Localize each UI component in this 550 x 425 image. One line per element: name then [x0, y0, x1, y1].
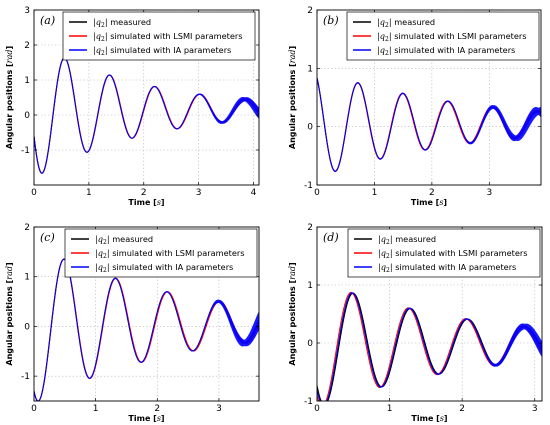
y-tick-label: 2	[24, 41, 30, 51]
x-tick-label: 2	[141, 188, 147, 198]
x-tick-label: 1	[387, 404, 393, 414]
x-axis-label: Time [s]	[128, 414, 164, 423]
legend-label: |q2| simulated with LSMI parameters	[378, 248, 528, 260]
y-tick-label: 2	[307, 6, 313, 16]
series-line-2	[34, 258, 259, 401]
series-group	[317, 77, 541, 172]
y-tick-label: -1	[304, 397, 313, 407]
legend-label: |q2| measured	[93, 17, 151, 29]
panel-a: 0 1 2 3 4 -1 0 1 2 3 Time [s] Angular positions [ra…	[5, 6, 260, 207]
panel-label: (b)	[323, 14, 339, 27]
y-axis-label: Angular positions [rad]	[5, 262, 14, 365]
series-line-2	[317, 77, 541, 172]
series-line-2	[317, 292, 542, 401]
y-axis-label: Angular positions [rad]	[288, 262, 297, 365]
y-tick-label: 1	[307, 281, 313, 291]
legend-label: |q2| simulated with IA parameters	[95, 262, 233, 274]
x-axis-label: Time [s]	[128, 198, 164, 207]
y-tick-label: 0	[24, 111, 30, 121]
y-tick-label: -1	[21, 372, 30, 382]
plot-frame	[33, 226, 260, 402]
x-tick-label: 0	[31, 188, 37, 198]
legend-label: |q2| simulated with LSMI parameters	[377, 31, 527, 43]
plot-frame	[33, 9, 260, 186]
x-tick-label: 3	[486, 188, 492, 198]
series-group	[34, 57, 259, 174]
legend-label: |q2| simulated with IA parameters	[377, 45, 515, 57]
x-tick-label: 0	[314, 188, 320, 198]
legend-label: |q2| simulated with LSMI parameters	[93, 31, 243, 43]
x-tick-label: 4	[251, 188, 257, 198]
legend-label: |q2| measured	[95, 234, 153, 246]
plot-frame	[316, 9, 542, 186]
x-tick-label: 2	[154, 404, 160, 414]
legend-box	[62, 11, 256, 61]
x-tick-label: 1	[372, 188, 378, 198]
x-axis-label: Time [s]	[411, 414, 447, 423]
legend: |q2| measured |q2| simulated with LSMI pa…	[347, 228, 541, 278]
legend-box	[64, 228, 258, 278]
series-group	[317, 291, 542, 401]
legend: |q2| measured |q2| simulated with LSMI pa…	[346, 11, 540, 61]
x-tick-label: 3	[532, 404, 538, 414]
y-tick-label: 0	[307, 123, 313, 133]
legend-label: |q2| simulated with IA parameters	[378, 262, 516, 274]
legend: |q2| measured |q2| simulated with LSMI pa…	[62, 11, 256, 61]
y-tick-label: 1	[24, 76, 30, 86]
panel-label: (d)	[323, 231, 339, 244]
x-tick-label: 0	[31, 404, 37, 414]
y-axis-label: Angular positions [rad]	[288, 46, 297, 149]
y-tick-label: 2	[24, 223, 30, 233]
legend-box	[347, 228, 541, 278]
series-group	[34, 258, 259, 401]
x-tick-label: 1	[86, 188, 92, 198]
legend: |q2| measured |q2| simulated with LSMI pa…	[64, 228, 258, 278]
x-tick-label: 2	[429, 188, 435, 198]
x-tick-label: 3	[216, 404, 222, 414]
y-tick-label: 1	[24, 273, 30, 283]
y-axis-label: Angular positions [rad]	[5, 46, 14, 149]
legend-label: |q2| measured	[377, 17, 435, 29]
y-tick-label: 0	[307, 339, 313, 349]
y-tick-label: 2	[307, 223, 313, 233]
legend-box	[346, 11, 540, 61]
y-tick-label: -1	[304, 181, 313, 191]
x-tick-label: 3	[196, 188, 202, 198]
panel-label: (c)	[40, 231, 55, 244]
panel-label: (a)	[40, 14, 55, 27]
x-tick-label: 1	[93, 404, 99, 414]
y-tick-label: 0	[24, 322, 30, 332]
plot-frame	[316, 226, 543, 402]
legend-label: |q2| simulated with LSMI parameters	[95, 248, 245, 260]
y-tick-label: 1	[307, 64, 313, 74]
x-axis-label: Time [s]	[411, 198, 447, 207]
x-tick-label: 0	[314, 404, 320, 414]
series-line-2	[34, 57, 259, 174]
legend-label: |q2| measured	[378, 234, 436, 246]
legend-label: |q2| simulated with IA parameters	[93, 45, 231, 57]
y-tick-label: -1	[21, 146, 30, 156]
y-tick-label: 3	[24, 6, 30, 16]
x-tick-label: 2	[459, 404, 465, 414]
